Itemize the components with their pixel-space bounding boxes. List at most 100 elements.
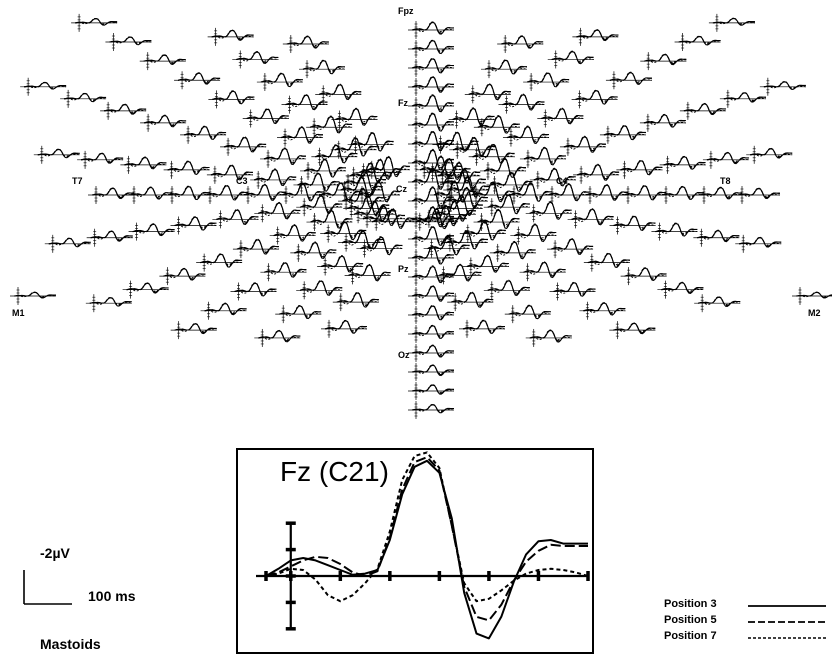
electrode-waveform — [86, 228, 133, 247]
electrode-waveform — [573, 163, 620, 184]
electrode-waveform — [128, 222, 175, 241]
electrode-waveform — [416, 155, 463, 179]
scale-bar-time: 100 ms — [88, 588, 136, 604]
electrode-waveform — [331, 107, 378, 129]
electrode-waveform — [510, 223, 557, 245]
electrode-waveform — [275, 304, 322, 324]
electrode-waveform — [120, 155, 167, 174]
electrode-waveform — [464, 83, 511, 104]
electrode-waveform — [734, 186, 781, 204]
electrode-waveform — [497, 35, 544, 54]
electrode-waveform — [525, 201, 572, 223]
electrode-waveform — [679, 101, 726, 120]
electrode-waveform — [88, 186, 135, 204]
electrode-waveform — [330, 137, 377, 159]
electrode-label: Pz — [398, 264, 409, 274]
electrode-waveform — [483, 279, 530, 300]
electrode-waveform — [408, 382, 455, 400]
electrode-waveform — [408, 324, 455, 343]
electrode-waveform — [486, 171, 533, 194]
electrode-waveform — [202, 184, 249, 204]
legend-swatch-dashed — [748, 621, 826, 623]
electrode-waveform — [523, 72, 570, 92]
legend-swatch-solid — [748, 605, 826, 607]
electrode-waveform — [105, 33, 152, 52]
electrode-waveform — [77, 150, 124, 169]
electrode-waveform — [506, 182, 553, 204]
electrode-waveform — [230, 282, 277, 301]
electrode-waveform — [320, 221, 367, 243]
electrode-waveform — [639, 113, 686, 132]
electrode-waveform — [483, 193, 530, 217]
electrode-waveform — [163, 160, 210, 179]
electrode-waveform — [504, 304, 551, 324]
electrode-waveform — [356, 236, 403, 258]
legend-item-position-7: Position 7 — [664, 630, 832, 646]
electrode-label: C4 — [556, 176, 568, 186]
electrode-waveform — [33, 145, 80, 164]
electrode-waveform — [579, 301, 626, 320]
electrode-waveform — [170, 216, 217, 235]
electrode-waveform — [232, 50, 279, 69]
electrode-waveform — [282, 35, 329, 54]
electrode-waveform — [473, 115, 520, 137]
electrode-waveform — [759, 77, 806, 96]
inset-series-line — [265, 451, 589, 603]
electrode-waveform — [408, 344, 455, 362]
electrode-waveform — [296, 194, 343, 217]
electrode-waveform — [200, 301, 247, 320]
scale-bar — [23, 570, 72, 605]
electrode-waveform — [458, 319, 506, 338]
electrode-waveform — [525, 328, 572, 347]
electrode-waveform — [299, 59, 346, 79]
inset-series-line — [265, 459, 588, 640]
electrode-waveform — [462, 254, 510, 276]
electrode-waveform — [529, 167, 576, 189]
electrode-montage-plot: Fpz Fz Cz Pz Oz T7 C3 C4 T8 M1 M2 — [10, 6, 832, 419]
electrode-waveform — [44, 234, 91, 253]
electrode-label: Fz — [398, 98, 408, 108]
electrode-waveform — [719, 89, 766, 108]
electrode-waveform — [250, 168, 297, 189]
electrode-waveform — [321, 319, 368, 338]
electrode-waveform — [408, 363, 455, 381]
electrode-waveform — [317, 255, 364, 276]
electrode-waveform — [411, 207, 458, 231]
electrode-waveform — [206, 164, 253, 184]
electrode-waveform — [571, 89, 618, 109]
electrode-waveform — [311, 144, 358, 166]
electrode-waveform — [605, 71, 652, 90]
electrode-waveform — [443, 175, 490, 199]
electrode-waveform — [315, 83, 362, 104]
electrode-waveform — [609, 321, 656, 340]
electrode-waveform — [408, 57, 455, 77]
electrode-waveform — [277, 126, 324, 147]
electrode-waveform — [254, 201, 301, 223]
electrode-waveform — [480, 59, 528, 79]
electrode-waveform — [408, 245, 455, 267]
electrode-waveform — [693, 228, 740, 247]
electrode-waveform — [423, 235, 470, 258]
electrode-waveform — [306, 115, 353, 137]
electrode-label: C3 — [236, 176, 248, 186]
electrode-waveform — [583, 252, 630, 272]
electrode-waveform — [408, 94, 455, 115]
electrode-waveform — [448, 107, 495, 129]
electrode-waveform — [344, 263, 391, 285]
electrode-waveform — [347, 131, 394, 154]
electrode-waveform — [269, 224, 316, 245]
electrode-waveform — [468, 143, 515, 166]
electrode-waveform — [694, 294, 741, 313]
electrode-waveform — [338, 187, 385, 211]
electrode-waveform — [408, 39, 455, 58]
electrode-waveform — [293, 172, 340, 194]
electrode-label: M2 — [808, 308, 821, 318]
legend-swatch-dotted — [748, 637, 826, 639]
electrode-waveform — [567, 208, 614, 229]
electrode-waveform — [220, 136, 267, 156]
electrode-waveform — [408, 130, 455, 153]
electrode-waveform — [792, 287, 832, 305]
electrode-waveform — [408, 265, 455, 286]
electrode-waveform — [60, 89, 107, 108]
electrode-waveform — [174, 71, 221, 90]
